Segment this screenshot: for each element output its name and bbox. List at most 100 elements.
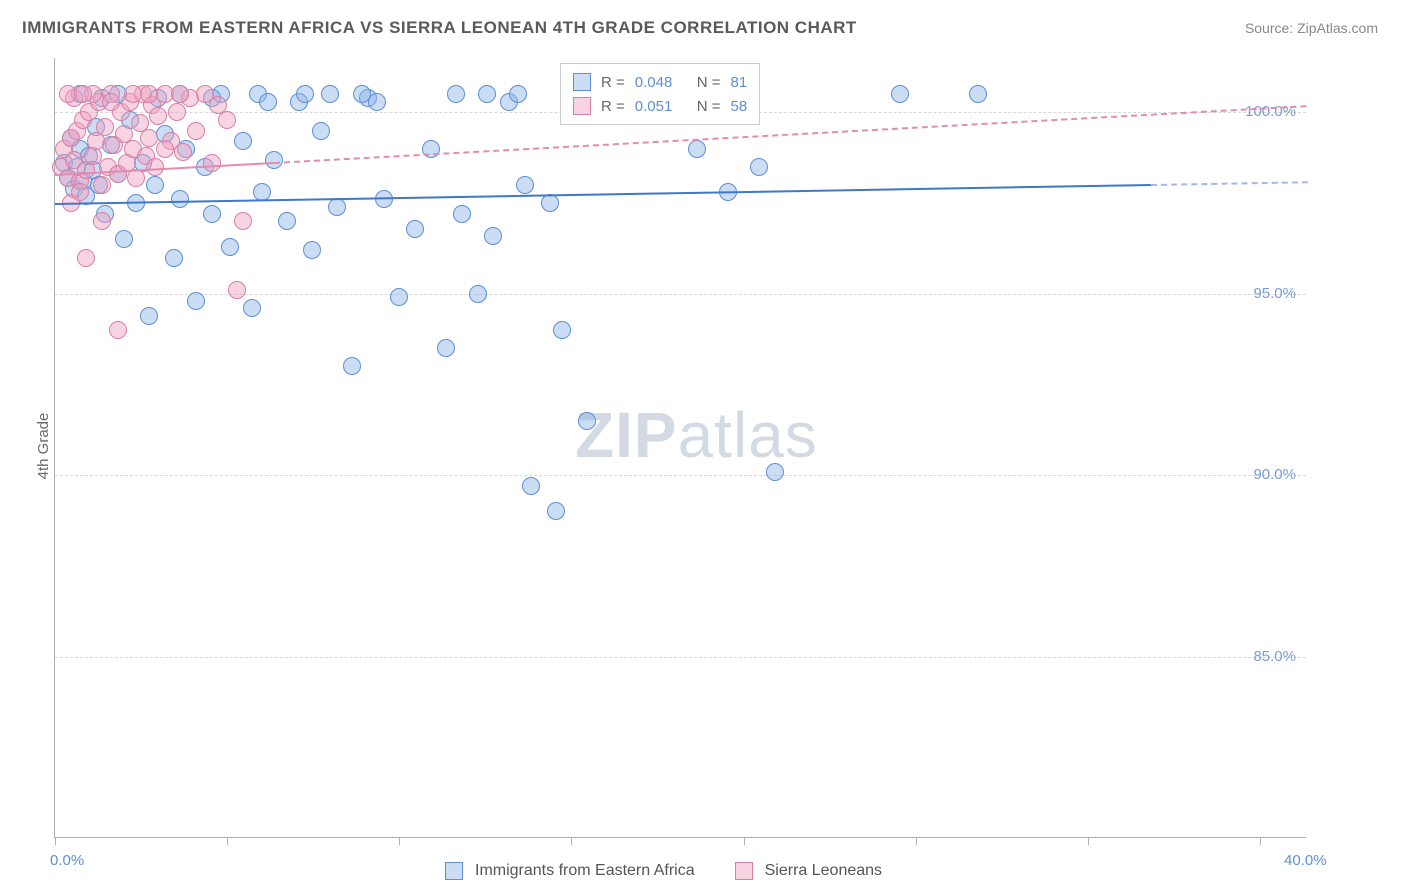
watermark-atlas: atlas: [678, 399, 818, 471]
data-point: [221, 238, 239, 256]
data-point: [187, 292, 205, 310]
data-point: [343, 357, 361, 375]
legend-r-value: 0.051: [635, 98, 687, 115]
data-point: [187, 122, 205, 140]
data-point: [115, 230, 133, 248]
data-point: [77, 249, 95, 267]
data-point: [146, 158, 164, 176]
data-point: [453, 205, 471, 223]
legend-n-label: N =: [697, 98, 721, 115]
legend-swatch: [573, 97, 591, 115]
data-point: [969, 85, 987, 103]
data-point: [102, 93, 120, 111]
watermark-zip: ZIP: [575, 399, 678, 471]
data-point: [234, 212, 252, 230]
data-point: [171, 85, 189, 103]
y-tick-label: 95.0%: [1253, 285, 1296, 302]
data-point: [406, 220, 424, 238]
legend-n-value: 58: [731, 98, 748, 115]
data-point: [171, 190, 189, 208]
data-point: [553, 321, 571, 339]
legend-swatch: [445, 862, 463, 880]
y-tick-label: 90.0%: [1253, 466, 1296, 483]
data-point: [149, 107, 167, 125]
data-point: [234, 132, 252, 150]
data-point: [478, 85, 496, 103]
x-tick: [227, 837, 228, 845]
data-point: [203, 154, 221, 172]
data-point: [447, 85, 465, 103]
data-point: [891, 85, 909, 103]
data-point: [218, 111, 236, 129]
data-point: [93, 212, 111, 230]
data-point: [296, 85, 314, 103]
legend-swatch: [735, 862, 753, 880]
data-point: [688, 140, 706, 158]
data-point: [469, 285, 487, 303]
data-point: [375, 190, 393, 208]
legend-row: R = 0.051 N = 58: [573, 94, 747, 118]
trend-line: [1150, 181, 1307, 186]
data-point: [278, 212, 296, 230]
x-end-label: 40.0%: [1284, 852, 1327, 869]
data-point: [265, 151, 283, 169]
data-point: [146, 176, 164, 194]
data-point: [368, 93, 386, 111]
legend-r-label: R =: [601, 74, 625, 91]
x-tick: [571, 837, 572, 845]
correlation-legend: R =0.048N =81R =0.051N =58: [560, 63, 760, 125]
data-point: [124, 85, 142, 103]
legend-n-label: N =: [697, 74, 721, 91]
legend-r-label: R =: [601, 98, 625, 115]
legend-series-label: Sierra Leoneans: [765, 862, 882, 880]
data-point: [140, 85, 158, 103]
x-tick: [1088, 837, 1089, 845]
grid-line: [55, 475, 1306, 476]
data-point: [259, 93, 277, 111]
data-point: [328, 198, 346, 216]
grid-line: [55, 657, 1306, 658]
legend-row: R =0.048N =81: [573, 70, 747, 94]
x-tick: [55, 837, 56, 845]
data-point: [541, 194, 559, 212]
trend-line: [55, 184, 1151, 205]
x-tick: [916, 837, 917, 845]
legend-swatch: [573, 73, 591, 91]
trend-line: [274, 105, 1307, 164]
data-point: [578, 412, 596, 430]
x-start-label: 0.0%: [50, 852, 84, 869]
y-tick-label: 85.0%: [1253, 648, 1296, 665]
data-point: [547, 502, 565, 520]
data-point: [750, 158, 768, 176]
data-point: [522, 477, 540, 495]
series-legend: Immigrants from Eastern Africa Sierra Leo…: [445, 862, 910, 880]
data-point: [243, 299, 261, 317]
data-point: [109, 321, 127, 339]
y-axis-label: 4th Grade: [35, 413, 52, 480]
x-tick: [1260, 837, 1261, 845]
data-point: [93, 176, 111, 194]
data-point: [321, 85, 339, 103]
data-point: [96, 118, 114, 136]
chart-title: IMMIGRANTS FROM EASTERN AFRICA VS SIERRA…: [22, 18, 857, 38]
data-point: [140, 129, 158, 147]
data-point: [484, 227, 502, 245]
data-point: [71, 183, 89, 201]
data-point: [509, 85, 527, 103]
data-point: [168, 103, 186, 121]
x-tick: [744, 837, 745, 845]
source-attribution: Source: ZipAtlas.com: [1245, 20, 1378, 36]
data-point: [312, 122, 330, 140]
x-tick: [399, 837, 400, 845]
data-point: [303, 241, 321, 259]
legend-series-label: Immigrants from Eastern Africa: [475, 862, 695, 880]
data-point: [390, 288, 408, 306]
data-point: [516, 176, 534, 194]
data-point: [140, 307, 158, 325]
data-point: [156, 140, 174, 158]
data-point: [174, 143, 192, 161]
data-point: [74, 85, 92, 103]
watermark: ZIPatlas: [575, 398, 818, 472]
data-point: [203, 205, 221, 223]
data-point: [766, 463, 784, 481]
